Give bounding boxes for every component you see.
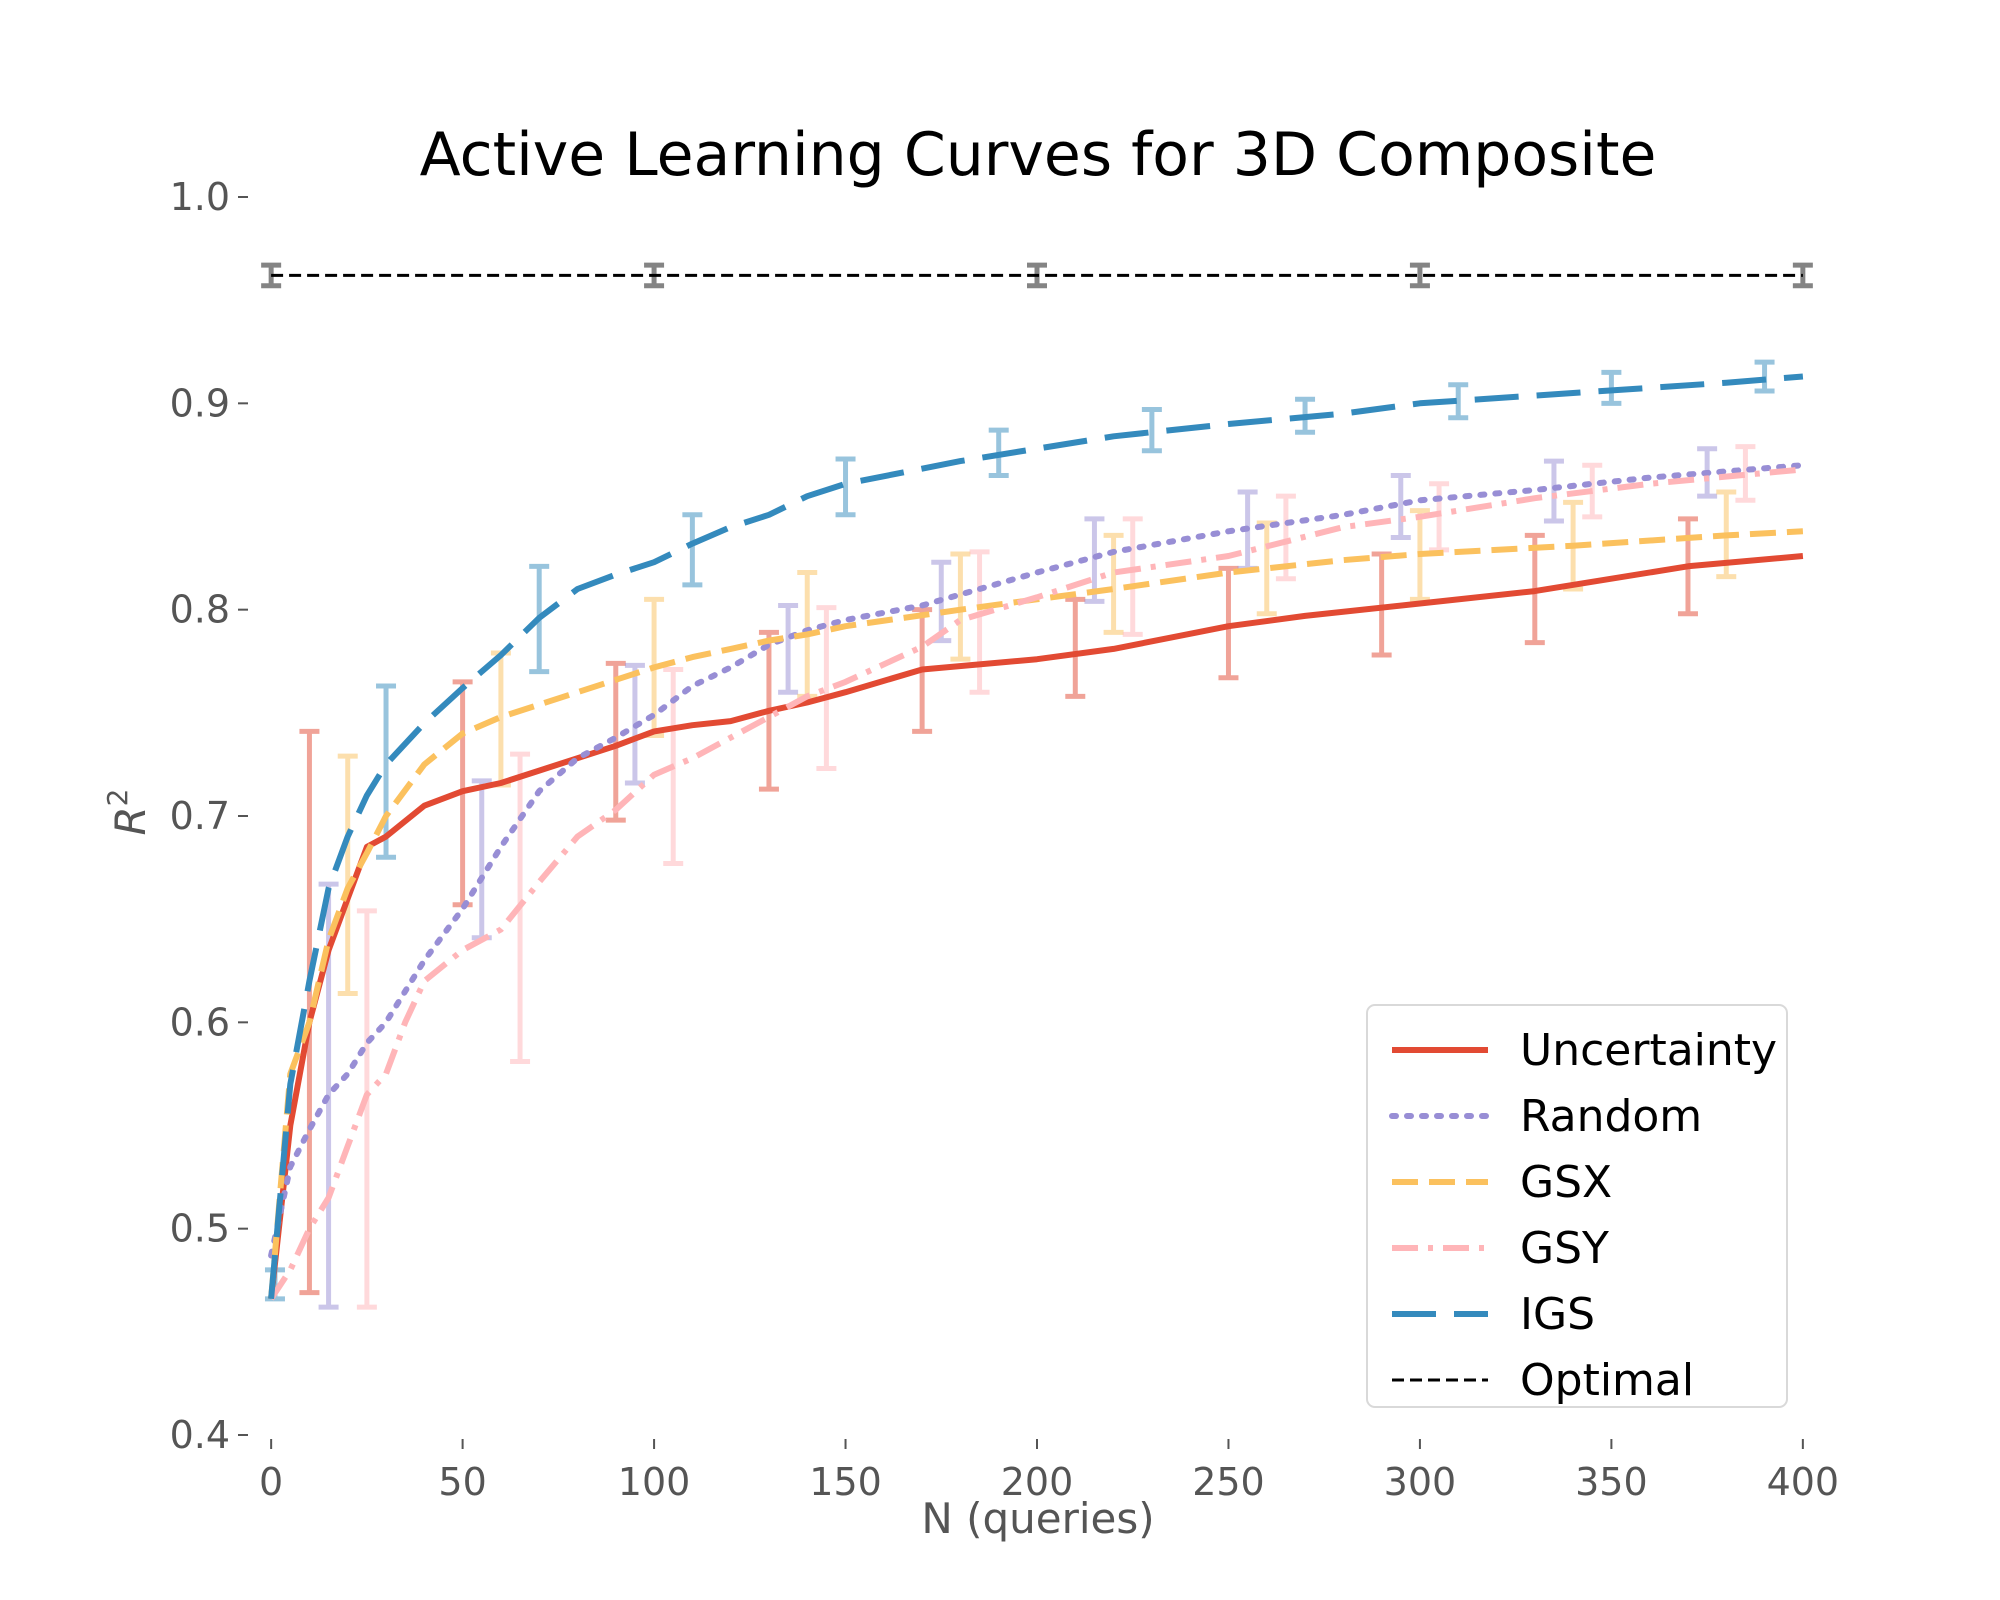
- chart-title: Active Learning Curves for 3D Composite: [420, 120, 1657, 190]
- legend-label-uncertainty: Uncertainty: [1520, 1025, 1777, 1076]
- x-tick-label: 150: [809, 1460, 882, 1504]
- x-tick-label: 250: [1192, 1460, 1265, 1504]
- series-lines: [268, 273, 1806, 1301]
- y-axis-label-base: R: [106, 806, 155, 835]
- error-bar-optimal: [1409, 262, 1430, 289]
- error-bar-igs: [1448, 382, 1469, 421]
- error-bar-random: [1390, 473, 1411, 540]
- error-bar-random: [1543, 458, 1564, 524]
- legend: Uncertainty Random GSX GSY IGS Optimal: [1366, 1004, 1788, 1408]
- y-tick-label: 0.7: [170, 794, 230, 838]
- y-tick-label: 0.5: [170, 1207, 230, 1251]
- error-bar-igs: [376, 683, 397, 860]
- error-bar-gsy: [969, 549, 990, 695]
- series-line-uncertainty: [268, 553, 1804, 1300]
- error-bar-gsy: [1429, 481, 1450, 553]
- legend-label-random: Random: [1520, 1091, 1702, 1142]
- x-tick-label: 400: [1767, 1460, 1840, 1504]
- error-bar-uncertainty: [1218, 565, 1239, 681]
- y-tick-label: 0.4: [170, 1413, 230, 1457]
- error-bar-igs: [1141, 407, 1162, 454]
- x-tick-label: 100: [618, 1460, 691, 1504]
- x-axis: 0 50 100 150 200 250 300 350 400: [259, 1439, 1839, 1504]
- y-axis-label: R2: [101, 788, 155, 835]
- error-bar-igs: [682, 512, 703, 588]
- x-axis-label: N (queries): [921, 1494, 1154, 1543]
- x-tick-label: 200: [1001, 1460, 1074, 1504]
- legend-label-optimal: Optimal: [1520, 1355, 1694, 1406]
- error-bar-igs: [835, 456, 856, 518]
- y-tick-label: 0.8: [170, 588, 230, 632]
- legend-label-gsx: GSX: [1520, 1157, 1612, 1208]
- y-tick-label: 0.9: [170, 381, 230, 425]
- series-line-gsy: [268, 466, 1804, 1301]
- error-bar-gsx: [950, 551, 971, 662]
- y-axis-label-superscript: 2: [101, 788, 134, 806]
- x-tick-label: 300: [1384, 1460, 1457, 1504]
- x-tick-label: 50: [438, 1460, 486, 1504]
- error-bar-gsy: [1122, 516, 1143, 637]
- series-line-gsx: [268, 528, 1804, 1300]
- error-bar-gsx: [337, 753, 358, 996]
- x-tick-label: 0: [259, 1460, 283, 1504]
- legend-label-gsy: GSY: [1520, 1223, 1609, 1274]
- error-bar-gsy: [816, 605, 837, 772]
- error-bar-igs: [1754, 359, 1775, 394]
- plot-area: [261, 262, 1813, 1310]
- error-bar-random: [778, 603, 799, 695]
- error-bar-uncertainty: [605, 660, 626, 823]
- y-tick-label: 1.0: [170, 175, 230, 219]
- legend-label-igs: IGS: [1520, 1289, 1595, 1340]
- legend-box: [1366, 1004, 1788, 1408]
- x-tick-label: 350: [1575, 1460, 1648, 1504]
- error-bar-gsy: [356, 908, 377, 1310]
- error-bar-random: [1084, 516, 1105, 604]
- error-bar-uncertainty: [1065, 596, 1086, 699]
- y-axis: 0.4 0.5 0.6 0.7 0.8 0.9 1.0: [170, 175, 248, 1457]
- series-line-random: [268, 462, 1806, 1259]
- error-bar-gsy: [1735, 444, 1756, 503]
- y-tick-label: 0.6: [170, 1000, 230, 1044]
